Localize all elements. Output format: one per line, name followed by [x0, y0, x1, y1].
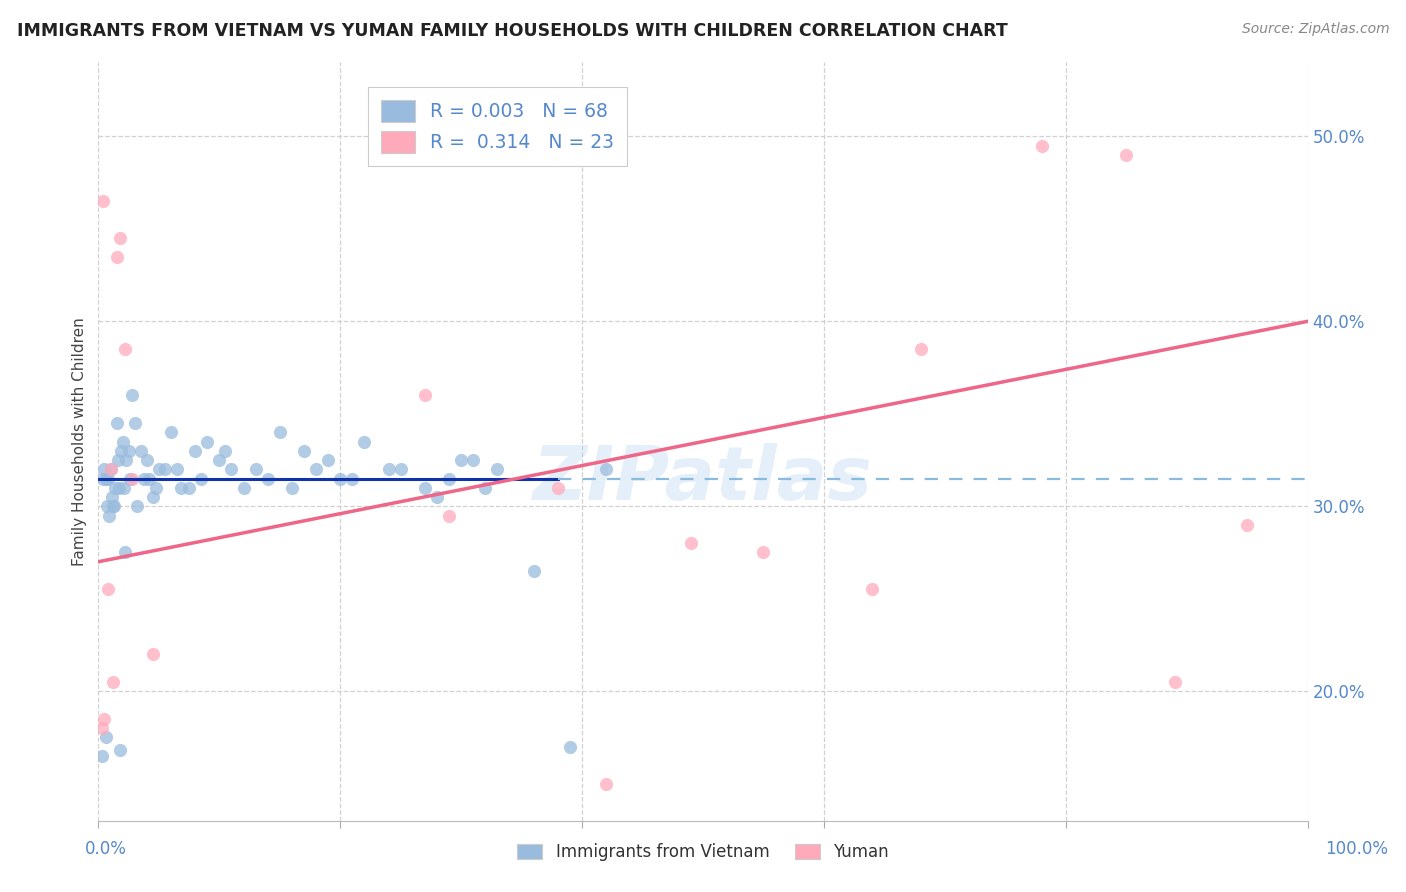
- Legend: Immigrants from Vietnam, Yuman: Immigrants from Vietnam, Yuman: [510, 837, 896, 868]
- Point: [105, 416, 128, 430]
- Point: [101, 500, 124, 514]
- Point: [107, 453, 129, 467]
- Point: [108, 481, 131, 495]
- Point: [860, 582, 883, 597]
- Point: [1031, 138, 1053, 153]
- Point: [595, 777, 617, 791]
- Point: [463, 453, 485, 467]
- Point: [114, 545, 136, 559]
- Point: [256, 471, 278, 485]
- Point: [153, 462, 176, 476]
- Point: [221, 462, 243, 476]
- Point: [98, 508, 121, 523]
- Point: [91, 471, 114, 485]
- Point: [179, 481, 201, 495]
- Point: [111, 434, 134, 449]
- Point: [595, 462, 617, 476]
- Point: [127, 500, 149, 514]
- Point: [108, 743, 131, 757]
- Point: [134, 471, 156, 485]
- Point: [752, 545, 775, 559]
- Point: [91, 748, 114, 763]
- Point: [104, 481, 127, 495]
- Point: [558, 739, 581, 754]
- Point: [426, 490, 449, 504]
- Y-axis label: Family Households with Children: Family Households with Children: [72, 318, 87, 566]
- Point: [124, 416, 146, 430]
- Point: [142, 647, 165, 661]
- Point: [166, 462, 188, 476]
- Point: [305, 462, 328, 476]
- Point: [105, 250, 128, 264]
- Point: [148, 462, 170, 476]
- Point: [91, 194, 114, 208]
- Point: [214, 443, 236, 458]
- Point: [115, 453, 138, 467]
- Point: [103, 500, 125, 514]
- Point: [118, 471, 141, 485]
- Text: 100.0%: 100.0%: [1326, 840, 1388, 858]
- Point: [437, 471, 460, 485]
- Point: [93, 712, 115, 726]
- Text: IMMIGRANTS FROM VIETNAM VS YUMAN FAMILY HOUSEHOLDS WITH CHILDREN CORRELATION CHA: IMMIGRANTS FROM VIETNAM VS YUMAN FAMILY …: [17, 22, 1008, 40]
- Point: [138, 471, 160, 485]
- Point: [101, 675, 124, 690]
- Point: [353, 434, 375, 449]
- Point: [121, 471, 143, 485]
- Point: [1115, 148, 1137, 162]
- Text: Source: ZipAtlas.com: Source: ZipAtlas.com: [1241, 22, 1389, 37]
- Point: [184, 443, 207, 458]
- Point: [413, 481, 436, 495]
- Point: [121, 388, 143, 402]
- Point: [100, 462, 122, 476]
- Point: [100, 490, 122, 504]
- Point: [281, 481, 304, 495]
- Point: [910, 342, 932, 356]
- Point: [108, 231, 131, 245]
- Point: [547, 481, 569, 495]
- Point: [245, 462, 267, 476]
- Point: [142, 490, 165, 504]
- Point: [112, 481, 135, 495]
- Point: [145, 481, 167, 495]
- Point: [523, 564, 546, 578]
- Point: [97, 582, 120, 597]
- Point: [413, 388, 436, 402]
- Point: [1163, 675, 1185, 690]
- Point: [129, 443, 152, 458]
- Point: [208, 453, 231, 467]
- Point: [135, 453, 157, 467]
- Point: [232, 481, 254, 495]
- Point: [96, 500, 118, 514]
- Point: [474, 481, 496, 495]
- Point: [450, 453, 472, 467]
- Point: [114, 342, 136, 356]
- Point: [190, 471, 212, 485]
- Point: [110, 443, 132, 458]
- Point: [329, 471, 352, 485]
- Point: [486, 462, 509, 476]
- Point: [169, 481, 191, 495]
- Text: ZIPatlas: ZIPatlas: [533, 443, 873, 516]
- Point: [160, 425, 183, 440]
- Point: [389, 462, 412, 476]
- Point: [118, 443, 141, 458]
- Point: [195, 434, 218, 449]
- Point: [269, 425, 291, 440]
- Point: [91, 721, 114, 735]
- Point: [377, 462, 399, 476]
- Point: [316, 453, 339, 467]
- Point: [1236, 517, 1258, 532]
- Point: [437, 508, 460, 523]
- Point: [342, 471, 364, 485]
- Point: [100, 462, 122, 476]
- Point: [292, 443, 315, 458]
- Point: [94, 731, 117, 745]
- Point: [94, 471, 117, 485]
- Text: 0.0%: 0.0%: [84, 840, 127, 858]
- Legend: R = 0.003   N = 68, R =  0.314   N = 23: R = 0.003 N = 68, R = 0.314 N = 23: [368, 87, 627, 166]
- Point: [679, 536, 702, 550]
- Point: [93, 462, 115, 476]
- Point: [97, 471, 120, 485]
